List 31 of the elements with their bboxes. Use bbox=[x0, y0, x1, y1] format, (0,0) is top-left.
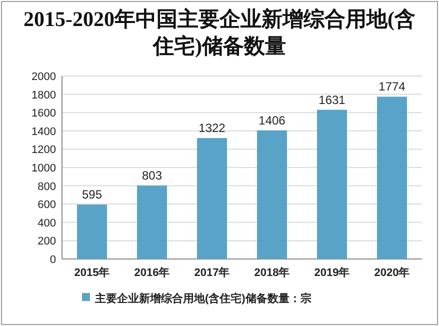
data-label: 1322 bbox=[198, 121, 226, 136]
x-tick-label: 2019年 bbox=[314, 266, 350, 279]
y-tick-label: 600 bbox=[38, 199, 56, 212]
y-tick-label: 200 bbox=[38, 236, 56, 248]
y-tick-label: 1600 bbox=[32, 108, 56, 120]
y-tick-label: 1200 bbox=[32, 144, 56, 156]
data-label: 595 bbox=[82, 188, 102, 202]
bar bbox=[137, 186, 167, 259]
bar bbox=[317, 110, 347, 259]
data-label: 803 bbox=[142, 168, 162, 183]
x-tick-label: 2015年 bbox=[74, 266, 110, 279]
x-tick-label: 2017年 bbox=[194, 266, 230, 279]
legend-label: 主要企业新增综合用地(含住宅)储备数量：宗 bbox=[94, 292, 312, 305]
y-tick-label: 1000 bbox=[32, 162, 56, 174]
y-tick-label: 1800 bbox=[32, 89, 56, 102]
chart-title: 2015-2020年中国主要企业新增综合用地(含住宅)储备数量 bbox=[22, 6, 416, 60]
y-tick-label: 800 bbox=[38, 180, 56, 193]
data-label: 1631 bbox=[318, 92, 346, 107]
y-tick-label: 2000 bbox=[32, 71, 56, 83]
data-label: 1774 bbox=[378, 80, 406, 94]
bar bbox=[377, 96, 407, 259]
bar bbox=[257, 130, 287, 259]
bar bbox=[197, 138, 227, 259]
y-tick-label: 1400 bbox=[32, 126, 56, 138]
y-tick-label: 0 bbox=[50, 254, 56, 266]
x-tick-label: 2020年 bbox=[374, 266, 410, 279]
y-tick-label: 400 bbox=[38, 217, 56, 230]
bar bbox=[77, 204, 107, 259]
data-label: 1406 bbox=[258, 113, 286, 128]
x-tick-label: 2016年 bbox=[134, 266, 170, 279]
x-tick-label: 2018年 bbox=[254, 266, 290, 279]
